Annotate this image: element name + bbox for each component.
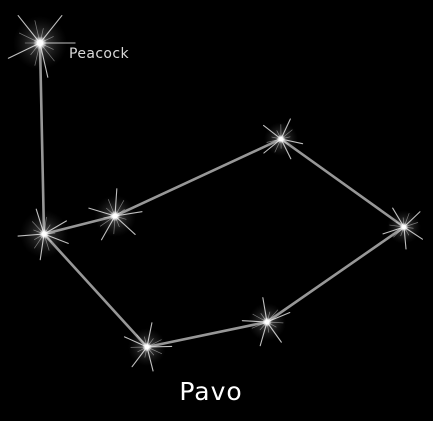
star-delta (88, 188, 143, 241)
constellation-stars (7, 15, 424, 372)
star-peacock (7, 15, 76, 78)
line-delta-to-epsilon (113, 137, 283, 218)
star-beta (17, 208, 69, 261)
line-zeta-to-eta (265, 225, 406, 324)
star-eta (241, 297, 291, 347)
constellation-lines (38, 41, 406, 349)
star-pi (123, 322, 173, 372)
constellation-name: Pavo (179, 377, 242, 406)
star-zeta (382, 207, 424, 250)
star-epsilon (263, 118, 304, 160)
star-label-peacock: Peacock (69, 46, 129, 62)
line-eta-to-pi (145, 320, 269, 349)
line-epsilon-to-zeta (279, 137, 406, 229)
line-pi-to-beta (42, 232, 149, 349)
line-peacock-to-beta (38, 41, 46, 236)
